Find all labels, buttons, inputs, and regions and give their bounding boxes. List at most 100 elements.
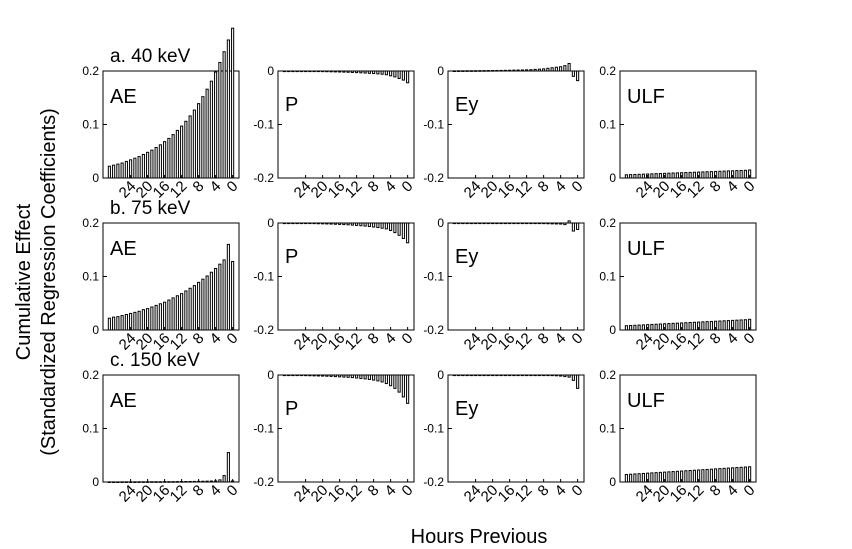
bar-c-150-kev-p-5: [304, 374, 308, 377]
bar-c-150-kev-ulf-26: [735, 467, 739, 483]
y-axis-label-line1: Cumulative Effect: [13, 203, 35, 360]
bar-c-150-kev-ey-26: [563, 374, 567, 378]
bar-c-150-kev-p-23: [380, 374, 384, 383]
x-tick-label: 12: [512, 178, 536, 202]
x-tick-label: 0: [741, 482, 759, 500]
bar-c-150-kev-ae-11: [154, 481, 158, 483]
x-tick-label: 0: [569, 482, 587, 500]
panel-name-b-75-kev-ulf: ULF: [627, 238, 665, 260]
panel-name-a-40-kev-ulf: ULF: [627, 86, 665, 108]
bar-b-75-kev-ulf-22: [718, 320, 722, 331]
bar-b-75-kev-ey-11: [499, 222, 503, 225]
bar-b-75-kev-p-22: [376, 222, 380, 229]
bar-c-150-kev-ey-10: [495, 374, 499, 377]
bar-c-150-kev-ae-8: [141, 481, 145, 483]
bar-b-75-kev-ey-23: [550, 222, 554, 225]
bar-c-150-kev-ae-19: [188, 480, 192, 483]
bar-b-75-kev-p-27: [397, 222, 401, 236]
bar-b-75-kev-ey-24: [554, 222, 558, 225]
y-tick-label: -0.2: [423, 323, 444, 337]
bar-b-75-kev-ae-17: [180, 293, 184, 331]
bar-b-75-kev-ae-23: [205, 275, 209, 331]
bar-a-40-kev-ey-6: [478, 70, 482, 72]
y-tick-label: -0.2: [423, 171, 444, 185]
bar-c-150-kev-ey-0: [452, 374, 456, 377]
bar-b-75-kev-ae-7: [137, 310, 141, 331]
bar-c-150-kev-ulf-8: [658, 471, 662, 483]
bar-b-75-kev-ae-20: [192, 285, 196, 331]
bar-a-40-kev-ey-27: [567, 63, 571, 72]
bar-b-75-kev-ae-6: [133, 311, 137, 331]
bar-a-40-kev-ae-10: [150, 149, 154, 179]
bar-a-40-kev-ey-10: [495, 69, 499, 72]
bar-c-150-kev-p-18: [359, 374, 363, 379]
bar-a-40-kev-ae-11: [154, 147, 158, 179]
bar-a-40-kev-ey-17: [525, 69, 529, 72]
bar-a-40-kev-ulf-8: [658, 173, 662, 179]
bar-b-75-kev-p-3: [295, 222, 299, 225]
bar-a-40-kev-ae-3: [120, 162, 124, 179]
x-tick-label: 12: [512, 482, 536, 506]
x-tick-label: 8: [365, 178, 383, 196]
bar-c-150-kev-ey-3: [465, 374, 469, 377]
bar-a-40-kev-p-1: [287, 70, 291, 73]
bar-a-40-kev-ey-29: [576, 70, 580, 82]
bar-c-150-kev-ae-18: [184, 481, 188, 483]
x-tick-label: 4: [382, 330, 400, 348]
x-tick-label: 8: [190, 330, 208, 348]
panel-name-a-40-kev-p: P: [285, 94, 298, 116]
bar-b-75-kev-ulf-1: [629, 325, 633, 331]
bar-b-75-kev-ulf-15: [688, 322, 692, 331]
bar-a-40-kev-ae-6: [133, 157, 137, 179]
bar-c-150-kev-p-10: [325, 374, 329, 377]
bar-c-150-kev-ey-20: [537, 374, 541, 377]
bar-b-75-kev-ulf-11: [671, 322, 675, 331]
bar-a-40-kev-ey-0: [452, 70, 456, 72]
x-tick-label: 0: [399, 178, 417, 196]
bar-a-40-kev-ulf-18: [701, 171, 705, 179]
x-axis-label: Hours Previous: [411, 526, 548, 548]
bar-a-40-kev-ey-21: [542, 68, 546, 72]
bar-c-150-kev-ulf-0: [624, 474, 628, 483]
x-tick-label: 0: [741, 330, 759, 348]
x-tick-label: 12: [684, 330, 708, 354]
x-tick-label: 4: [207, 482, 225, 500]
bar-b-75-kev-ulf-24: [726, 320, 730, 331]
bar-c-150-kev-ey-18: [529, 374, 533, 377]
y-tick-label: 0.1: [82, 270, 99, 284]
x-tick-label: 12: [512, 330, 536, 354]
bar-c-150-kev-ae-22: [201, 480, 205, 483]
bar-b-75-kev-ey-2: [461, 222, 465, 225]
bar-b-75-kev-ulf-28: [743, 319, 747, 331]
bar-a-40-kev-ulf-27: [739, 169, 743, 179]
bar-b-75-kev-ey-3: [465, 222, 469, 225]
y-tick-label: 0: [609, 475, 616, 489]
x-tick-label: 0: [399, 330, 417, 348]
bar-c-150-kev-ey-22: [546, 374, 550, 377]
bar-c-150-kev-ey-16: [520, 374, 524, 377]
bar-a-40-kev-ey-13: [508, 69, 512, 72]
bar-b-75-kev-p-8: [316, 222, 320, 225]
bar-c-150-kev-p-12: [333, 374, 337, 378]
bar-a-40-kev-ae-25: [214, 71, 218, 179]
x-tick-label: 8: [707, 482, 725, 500]
bar-b-75-kev-ulf-20: [709, 320, 713, 331]
bar-a-40-kev-p-26: [393, 70, 397, 78]
bar-a-40-kev-ae-12: [158, 144, 162, 179]
row-label-b-75-kev: b. 75 keV: [110, 198, 191, 219]
bar-c-150-kev-ulf-3: [637, 473, 641, 483]
bar-c-150-kev-p-13: [338, 374, 342, 378]
bar-a-40-kev-ae-4: [124, 160, 128, 179]
x-tick-label: 4: [724, 482, 742, 500]
bar-b-75-kev-ulf-10: [667, 323, 671, 331]
bar-a-40-kev-ey-18: [529, 69, 533, 72]
bar-a-40-kev-p-5: [304, 70, 308, 73]
bar-b-75-kev-ey-8: [486, 222, 490, 225]
bar-a-40-kev-ey-14: [512, 69, 516, 72]
y-tick-label: 0: [92, 323, 99, 337]
